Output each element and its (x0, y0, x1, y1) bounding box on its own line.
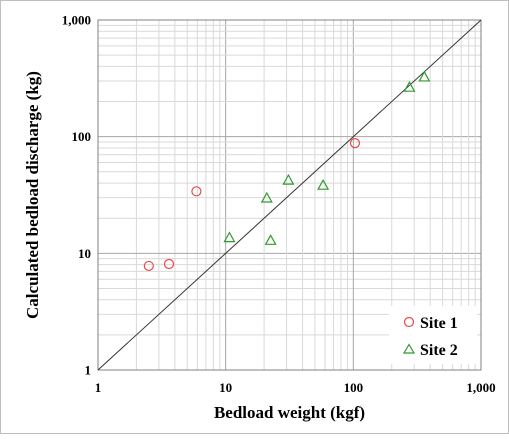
legend-label-site-1: Site 1 (420, 315, 458, 332)
y-axis-title: Calculated bedload discharge (kg) (23, 71, 42, 319)
point-site-1 (163, 258, 175, 270)
point-site-2 (260, 191, 273, 203)
legend: Site 1 Site 2 (389, 306, 477, 364)
point-site-2 (223, 231, 236, 243)
point-site-2 (317, 178, 330, 190)
plot-area (97, 19, 482, 371)
point-site-2 (282, 173, 295, 185)
data-points (143, 70, 431, 272)
legend-marker-site-1 (403, 316, 415, 328)
y-tick-label: 1,000 (62, 13, 91, 28)
legend-label-site-2: Site 2 (420, 342, 458, 359)
point-site-2 (418, 70, 431, 82)
x-tick-label: 10 (219, 380, 232, 395)
y-tick-label: 10 (78, 246, 91, 261)
legend-box (389, 306, 477, 364)
x-tick-labels: 1 10 100 1,000 (95, 380, 496, 395)
point-site-1 (349, 138, 361, 149)
legend-marker-site-2 (402, 343, 416, 354)
y-tick-label: 100 (72, 129, 92, 144)
point-site-2 (403, 80, 416, 92)
x-tick-label: 1 (95, 380, 102, 395)
point-site-1 (143, 260, 154, 272)
point-site-1 (191, 186, 202, 197)
x-tick-label: 1,000 (466, 380, 495, 395)
y-tick-labels: 1 10 100 1,000 (62, 13, 91, 378)
point-site-2 (264, 234, 277, 245)
x-axis-title: Bedload weight (kgf) (214, 403, 365, 422)
y-tick-label: 1 (85, 363, 92, 378)
one-to-one-line (97, 19, 482, 371)
x-tick-label: 100 (344, 380, 364, 395)
